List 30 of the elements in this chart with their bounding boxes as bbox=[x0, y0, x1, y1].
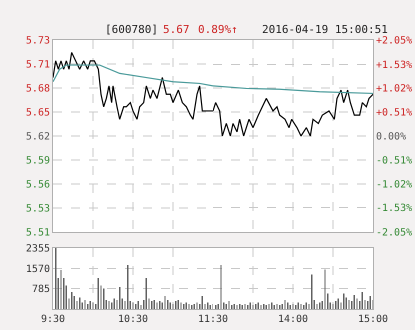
y-tick-label: 5.62 bbox=[26, 132, 50, 142]
x-tick-label: 14:00 bbox=[278, 314, 308, 325]
y-tick-label: 785 bbox=[32, 284, 50, 296]
y-tick-label: 5.71 bbox=[26, 60, 50, 70]
y2-tick-label: -0.51% bbox=[376, 155, 412, 166]
y-tick-label: 5.68 bbox=[26, 84, 50, 94]
y-tick-label: 5.73 bbox=[26, 36, 50, 46]
x-tick-label: 11:30 bbox=[198, 314, 228, 325]
y-tick-label: 2355 bbox=[26, 244, 50, 254]
y2-tick-label: +0.51% bbox=[376, 108, 412, 119]
y-tick-label: 5.51 bbox=[26, 228, 50, 238]
x-tick-label: 9:30 bbox=[40, 314, 66, 325]
y2-tick-label: -2.05% bbox=[376, 228, 412, 238]
text: 2016-04-19 15:00:51 bbox=[262, 23, 388, 36]
x-tick-label: 15:00 bbox=[358, 314, 388, 325]
y2-tick-label: +2.05% bbox=[376, 36, 412, 46]
text: 0.89%↑ bbox=[198, 23, 238, 36]
y2-tick-label: 0.00% bbox=[376, 132, 406, 142]
y-tick-label: 5.59 bbox=[26, 156, 50, 166]
y-tick-label: 5.65 bbox=[26, 108, 50, 118]
y-tick-label: 1570 bbox=[26, 264, 50, 275]
y-tick-label: 5.53 bbox=[26, 204, 50, 214]
y2-tick-label: +1.02% bbox=[376, 84, 412, 95]
text: 5.67 bbox=[163, 23, 190, 36]
y2-tick-label: -1.53% bbox=[376, 203, 412, 214]
text: [600780] bbox=[105, 23, 158, 36]
x-tick-label: 10:30 bbox=[118, 314, 148, 325]
y2-tick-label: -1.02% bbox=[376, 179, 412, 190]
y2-tick-label: +1.53% bbox=[376, 60, 412, 71]
y-tick-label: 5.56 bbox=[26, 180, 50, 190]
